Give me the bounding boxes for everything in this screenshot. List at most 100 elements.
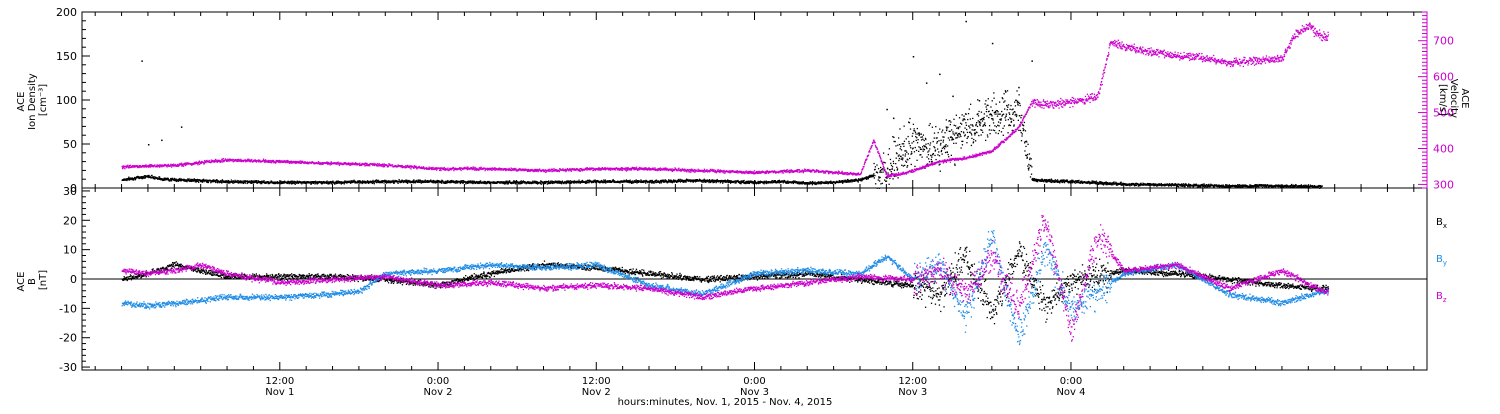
- density-spike-point: [926, 82, 928, 84]
- density-point: [997, 111, 998, 112]
- density-point: [914, 166, 915, 167]
- density-point: [148, 175, 149, 176]
- density-point: [1258, 186, 1259, 187]
- velocity-point: [140, 165, 141, 166]
- field-tick-label: 20: [63, 214, 77, 227]
- density-point: [1018, 130, 1019, 131]
- density-point: [906, 138, 907, 139]
- density-point: [658, 180, 659, 181]
- density-point: [143, 176, 144, 177]
- density-point: [787, 181, 788, 182]
- density-point: [938, 151, 939, 152]
- density-point: [783, 182, 784, 183]
- density-point: [895, 163, 896, 164]
- density-point: [976, 132, 977, 133]
- density-point: [231, 179, 232, 180]
- density-point: [948, 137, 949, 138]
- density-point: [934, 132, 935, 133]
- density-point: [969, 132, 970, 133]
- density-point: [892, 168, 893, 169]
- density-point: [957, 137, 958, 138]
- density-point: [629, 180, 630, 181]
- density-point: [961, 131, 962, 132]
- density-spike-point: [886, 109, 888, 111]
- density-point: [447, 180, 448, 181]
- density-point: [912, 148, 913, 149]
- density-point: [1009, 117, 1010, 118]
- density-point: [1106, 184, 1107, 185]
- x-tick-time-label: 0:00: [1060, 376, 1082, 387]
- density-point: [945, 152, 946, 153]
- density-point: [907, 165, 908, 166]
- density-point: [521, 180, 522, 181]
- density-point: [893, 161, 894, 162]
- density-point: [1043, 181, 1044, 182]
- density-point: [947, 145, 948, 146]
- density-point: [995, 132, 996, 133]
- density-point: [922, 139, 923, 140]
- density-point: [237, 180, 238, 181]
- density-point: [967, 138, 968, 139]
- density-point: [880, 170, 881, 171]
- density-point: [998, 133, 999, 134]
- velocity-tick-label: 300: [1433, 178, 1454, 191]
- density-point: [968, 126, 969, 127]
- density-point: [995, 112, 996, 113]
- density-point: [929, 161, 930, 162]
- density-point: [888, 184, 889, 185]
- density-point: [955, 137, 956, 138]
- density-point: [541, 184, 542, 185]
- density-point: [280, 181, 281, 182]
- density-point: [1029, 153, 1030, 154]
- density-point: [889, 148, 890, 149]
- x-tick-time-label: 0:00: [743, 376, 765, 387]
- density-point: [680, 179, 681, 180]
- density-spike-point: [141, 60, 143, 62]
- density-tick-label: 200: [56, 6, 77, 19]
- density-point: [911, 164, 912, 165]
- density-point: [890, 169, 891, 170]
- density-point: [932, 127, 933, 128]
- density-point: [950, 121, 951, 122]
- density-point: [931, 157, 932, 158]
- density-point: [980, 119, 981, 120]
- density-point: [940, 171, 941, 172]
- density-point: [892, 178, 893, 179]
- density-point: [1004, 100, 1005, 101]
- density-point: [884, 179, 885, 180]
- density-point: [1000, 119, 1001, 120]
- density-point: [1184, 186, 1185, 187]
- density-point: [903, 146, 904, 147]
- density-point: [1022, 128, 1023, 129]
- density-point: [905, 155, 906, 156]
- density-point: [1024, 122, 1025, 123]
- density-point: [909, 118, 910, 119]
- density-point: [1024, 142, 1025, 143]
- density-point: [997, 125, 998, 126]
- density-point: [916, 160, 917, 161]
- density-point: [1070, 182, 1071, 183]
- density-point: [1016, 114, 1017, 115]
- density-point: [952, 131, 953, 132]
- density-point: [929, 148, 930, 149]
- density-point: [904, 141, 905, 142]
- density-point: [326, 180, 327, 181]
- density-point: [910, 145, 911, 146]
- density-point: [962, 144, 963, 145]
- density-point: [926, 156, 927, 157]
- density-point: [954, 165, 955, 166]
- density-point: [1177, 186, 1178, 187]
- density-point: [1008, 104, 1009, 105]
- density-point: [876, 164, 877, 165]
- density-point: [919, 134, 920, 135]
- density-spike-point: [939, 74, 941, 76]
- density-point: [953, 119, 954, 120]
- density-point: [1008, 112, 1009, 113]
- density-point: [1029, 159, 1030, 160]
- density-point: [921, 139, 922, 140]
- density-point: [972, 129, 973, 130]
- density-point: [1004, 108, 1005, 109]
- density-point: [982, 120, 983, 121]
- density-point: [983, 117, 984, 118]
- density-point: [979, 121, 980, 122]
